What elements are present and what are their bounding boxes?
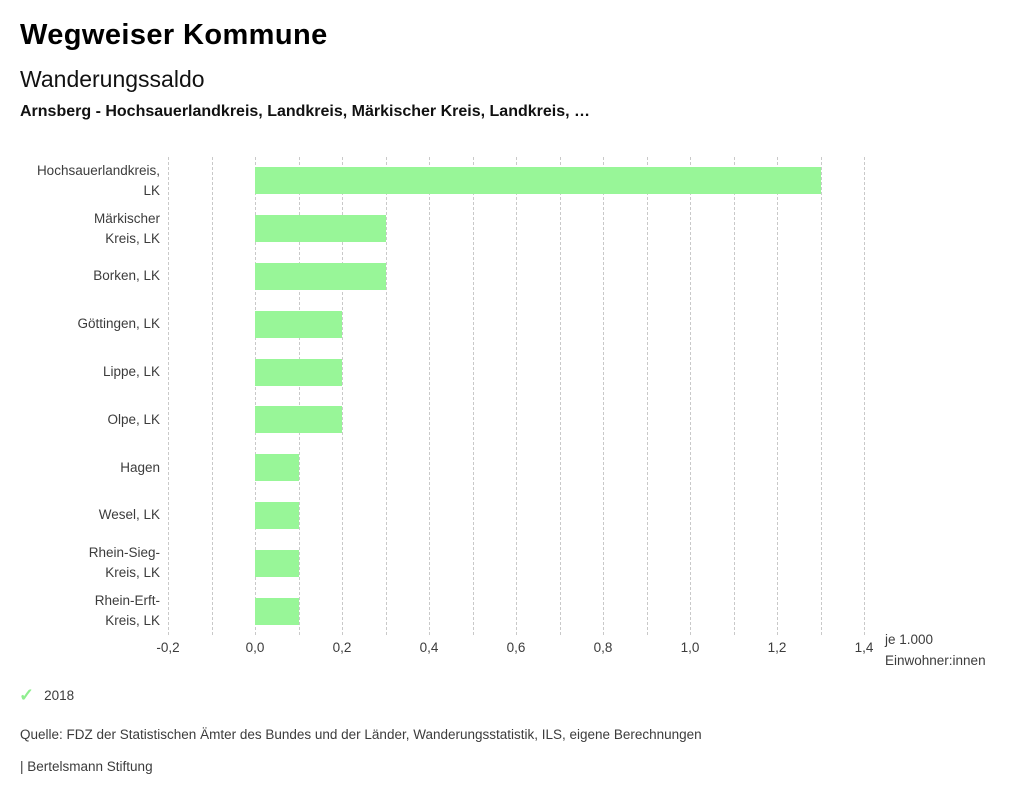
x-axis: -0,2 0,0 0,2 0,4 0,6 0,8 1,0 1,2 1,4 [0, 640, 1024, 658]
legend-year-label: 2018 [44, 687, 75, 703]
gridline [385, 157, 387, 635]
gridline [777, 157, 778, 635]
chart-subtitle: Arnsberg - Hochsauerlandkreis, Landkreis… [20, 103, 590, 120]
gridline [168, 157, 169, 635]
gridline [603, 157, 604, 635]
x-tick-label: 1,2 [767, 640, 787, 655]
gridline [559, 157, 561, 635]
category-label: Olpe, LK [107, 411, 160, 427]
attribution-text: | Bertelsmann Stiftung [20, 759, 153, 774]
category-label: Rhein-Erft- Kreis, LK [94, 593, 160, 629]
bar[interactable] [255, 167, 821, 195]
gridline [733, 157, 735, 635]
bar[interactable] [255, 406, 342, 434]
bar[interactable] [255, 454, 299, 482]
category-label: Hagen [120, 459, 160, 475]
category-label: Lippe, LK [102, 364, 160, 380]
legend-item-2018[interactable]: ✓ 2018 [19, 685, 75, 705]
gridline [211, 157, 213, 635]
source-text: Quelle: FDZ der Statistischen Ämter des … [20, 727, 702, 742]
x-tick-label: 1,4 [854, 640, 874, 655]
gridline [342, 157, 343, 635]
gridline [429, 157, 430, 635]
category-label: Hochsauerlandkreis, LK [36, 162, 160, 198]
x-tick-label: 1,0 [680, 640, 700, 655]
category-label: Göttingen, LK [77, 316, 160, 332]
x-tick-label: 0,0 [245, 640, 265, 655]
bar[interactable] [255, 310, 342, 338]
x-tick-label: 0,2 [332, 640, 352, 655]
x-tick-label: 0,4 [419, 640, 439, 655]
category-label: Borken, LK [93, 268, 160, 284]
bar[interactable] [255, 263, 386, 290]
x-axis-unit-label: je 1.000 Einwohner:innen [885, 629, 986, 671]
gridline [820, 157, 822, 635]
x-axis-unit-line1: je 1.000 [885, 632, 934, 647]
gridline [690, 157, 691, 635]
bar[interactable] [255, 549, 299, 577]
category-label: Märkischer Kreis, LK [93, 210, 160, 246]
x-tick-label: 0,8 [593, 640, 613, 655]
app-title: Wegweiser Kommune [20, 19, 328, 51]
plot-area [168, 157, 865, 635]
gridline [516, 157, 517, 635]
bar[interactable] [255, 502, 299, 529]
gridline [864, 157, 865, 635]
check-icon: ✓ [19, 685, 35, 705]
gridline [646, 157, 648, 635]
bar[interactable] [255, 358, 342, 386]
gridline [298, 157, 300, 635]
gridline [255, 157, 256, 635]
gridline [472, 157, 474, 635]
x-tick-label: -0,2 [156, 640, 180, 655]
category-label: Wesel, LK [98, 507, 160, 523]
category-label: Rhein-Sieg- Kreis, LK [88, 545, 160, 581]
category-axis: Hochsauerlandkreis, LK Märkischer Kreis, LK… [0, 157, 160, 635]
bar[interactable] [255, 597, 299, 625]
chart-title: Wanderungssaldo [20, 66, 205, 92]
bar[interactable] [255, 215, 386, 243]
x-axis-unit-line2: Einwohner:innen [885, 653, 986, 668]
x-tick-label: 0,6 [506, 640, 526, 655]
